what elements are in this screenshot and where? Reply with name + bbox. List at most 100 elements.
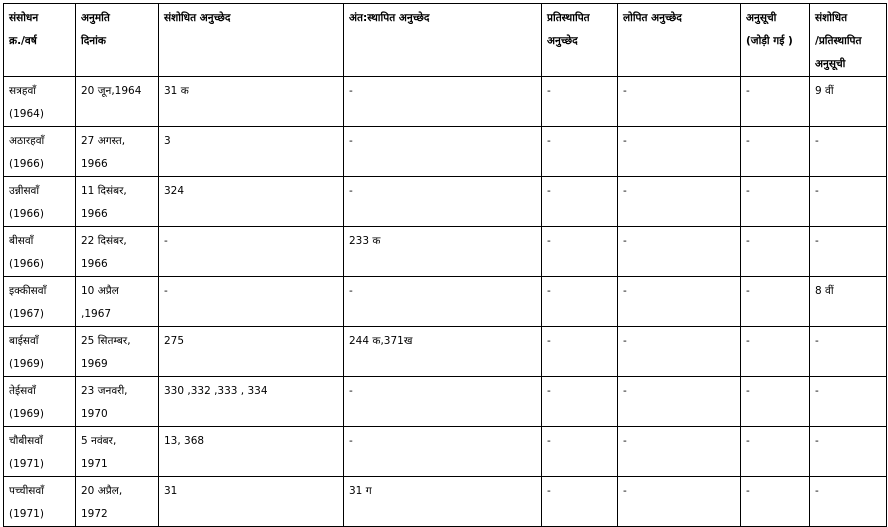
cell-text: 13, 368: [164, 435, 205, 447]
cell-text: -: [746, 485, 750, 497]
cell-text: -: [746, 135, 750, 147]
cell-text: 233 क: [349, 235, 381, 247]
cell-substituted-articles: -: [541, 326, 618, 377]
amendments-table: संसोधन क्र./वर्ष अनुमति दिनांक संशोधित अनु…: [3, 3, 887, 527]
cell-inserted-articles: 233 क: [343, 226, 542, 277]
cell-text: 25 सितम्बर, 1969: [81, 335, 131, 370]
column-header-schedule-added: अनुसूची (जोड़ी गई ): [740, 3, 810, 77]
cell-substituted-articles: -: [541, 476, 618, 527]
cell-substituted-articles: -: [541, 126, 618, 177]
cell-text: इक्कीसवाँ (1967): [9, 285, 47, 320]
column-header-label: लोपित अनुच्छेद: [623, 12, 682, 24]
cell-text: -: [815, 135, 819, 147]
cell-schedule-amended-substituted: -: [809, 426, 887, 477]
column-header-inserted-articles: अंत:स्थापित अनुच्छेद: [343, 3, 542, 77]
cell-text: -: [164, 235, 168, 247]
cell-text: 31 ग: [349, 485, 372, 497]
cell-text: चौबीसवाँ (1971): [9, 435, 44, 470]
cell-text: -: [746, 85, 750, 97]
table-row: इक्कीसवाँ (1967) 10 अप्रैल ,1967 - - - - - 8 वी…: [3, 276, 887, 327]
cell-omitted-articles: -: [617, 276, 741, 327]
cell-amendment-number-year: बाईसवाँ (1969): [3, 326, 76, 377]
cell-schedule-amended-substituted: 8 वीं: [809, 276, 887, 327]
cell-text: -: [746, 235, 750, 247]
cell-substituted-articles: -: [541, 276, 618, 327]
cell-amended-articles: 3: [158, 126, 344, 177]
cell-text: 324: [164, 185, 185, 197]
cell-text: 8 वीं: [815, 285, 834, 297]
cell-inserted-articles: -: [343, 426, 542, 477]
cell-text: -: [349, 435, 353, 447]
cell-text: -: [547, 435, 551, 447]
cell-amended-articles: -: [158, 226, 344, 277]
cell-text: तेईसवाँ (1969): [9, 385, 44, 420]
cell-text: -: [815, 185, 819, 197]
column-header-assent-date: अनुमति दिनांक: [75, 3, 159, 77]
table-row: बीसवाँ (1966) 22 दिसंबर, 1966 - 233 क - - - -: [3, 226, 887, 277]
cell-substituted-articles: -: [541, 426, 618, 477]
cell-text: 10 अप्रैल ,1967: [81, 285, 119, 320]
column-header-amended-articles: संशोधित अनुच्छेद: [158, 3, 344, 77]
cell-text: -: [547, 485, 551, 497]
cell-text: 27 अगस्त, 1966: [81, 135, 126, 170]
cell-assent-date: 20 जून,1964: [75, 76, 159, 127]
cell-substituted-articles: -: [541, 226, 618, 277]
cell-text: -: [623, 135, 627, 147]
cell-assent-date: 11 दिसंबर, 1966: [75, 176, 159, 227]
cell-text: -: [746, 385, 750, 397]
cell-schedule-amended-substituted: -: [809, 226, 887, 277]
cell-omitted-articles: -: [617, 226, 741, 277]
column-header-schedule-amended-substituted: संशोधित /प्रतिस्थापित अनुसूची: [809, 3, 887, 77]
cell-text: पच्चीसवाँ (1971): [9, 485, 44, 520]
column-header-label: संशोधित /प्रतिस्थापित अनुसूची: [815, 12, 862, 70]
cell-text: 3: [164, 135, 171, 147]
cell-schedule-added: -: [740, 476, 810, 527]
cell-assent-date: 23 जनवरी, 1970: [75, 376, 159, 427]
cell-text: अठारहवाँ (1966): [9, 135, 45, 170]
column-header-substituted-articles: प्रतिस्थापित अनुच्छेद: [541, 3, 618, 77]
cell-text: -: [623, 85, 627, 97]
cell-schedule-added: -: [740, 226, 810, 277]
cell-text: -: [746, 185, 750, 197]
cell-text: 23 जनवरी, 1970: [81, 385, 128, 420]
cell-amendment-number-year: तेईसवाँ (1969): [3, 376, 76, 427]
cell-schedule-added: -: [740, 176, 810, 227]
cell-text: -: [349, 385, 353, 397]
table-row: पच्चीसवाँ (1971) 20 अप्रैल, 1972 31 31 ग - - -…: [3, 476, 887, 527]
cell-text: 330 ,332 ,333 , 334: [164, 385, 268, 397]
cell-schedule-added: -: [740, 76, 810, 127]
cell-amendment-number-year: बीसवाँ (1966): [3, 226, 76, 277]
cell-inserted-articles: -: [343, 376, 542, 427]
cell-text: 5 नवंबर, 1971: [81, 435, 117, 470]
cell-inserted-articles: -: [343, 126, 542, 177]
cell-text: -: [623, 485, 627, 497]
cell-text: 31: [164, 485, 178, 497]
cell-substituted-articles: -: [541, 176, 618, 227]
header-row: संसोधन क्र./वर्ष अनुमति दिनांक संशोधित अनु…: [3, 3, 887, 77]
cell-text: 11 दिसंबर, 1966: [81, 185, 127, 220]
cell-text: 275: [164, 335, 185, 347]
cell-amendment-number-year: पच्चीसवाँ (1971): [3, 476, 76, 527]
cell-text: -: [164, 285, 168, 297]
cell-omitted-articles: -: [617, 426, 741, 477]
cell-schedule-amended-substituted: 9 वीं: [809, 76, 887, 127]
cell-text: -: [746, 435, 750, 447]
cell-text: -: [547, 135, 551, 147]
cell-text: -: [547, 85, 551, 97]
table-row: तेईसवाँ (1969) 23 जनवरी, 1970 330 ,332 ,33…: [3, 376, 887, 427]
cell-schedule-amended-substituted: -: [809, 126, 887, 177]
cell-text: -: [547, 385, 551, 397]
cell-substituted-articles: -: [541, 376, 618, 427]
cell-inserted-articles: -: [343, 176, 542, 227]
cell-text: -: [623, 285, 627, 297]
cell-text: -: [815, 485, 819, 497]
cell-text: -: [547, 235, 551, 247]
cell-inserted-articles: 244 क,371ख: [343, 326, 542, 377]
column-header-label: संशोधित अनुच्छेद: [164, 12, 231, 24]
cell-assent-date: 22 दिसंबर, 1966: [75, 226, 159, 277]
cell-amendment-number-year: अठारहवाँ (1966): [3, 126, 76, 177]
cell-amended-articles: 31: [158, 476, 344, 527]
cell-amended-articles: 324: [158, 176, 344, 227]
cell-omitted-articles: -: [617, 476, 741, 527]
cell-text: 20 जून,1964: [81, 85, 142, 97]
